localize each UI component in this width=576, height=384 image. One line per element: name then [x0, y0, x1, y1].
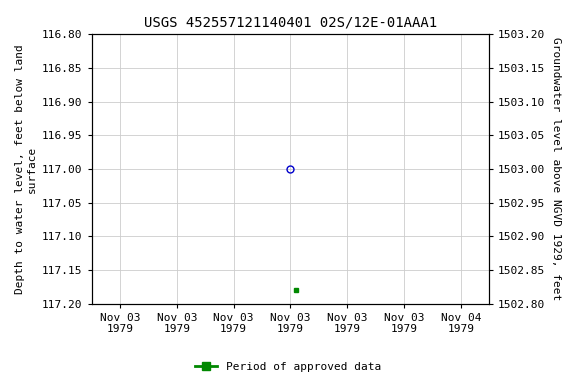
Y-axis label: Groundwater level above NGVD 1929, feet: Groundwater level above NGVD 1929, feet: [551, 38, 561, 301]
Title: USGS 452557121140401 02S/12E-01AAA1: USGS 452557121140401 02S/12E-01AAA1: [144, 15, 437, 29]
Y-axis label: Depth to water level, feet below land
surface: Depth to water level, feet below land su…: [15, 44, 37, 294]
Legend: Period of approved data: Period of approved data: [191, 358, 385, 377]
